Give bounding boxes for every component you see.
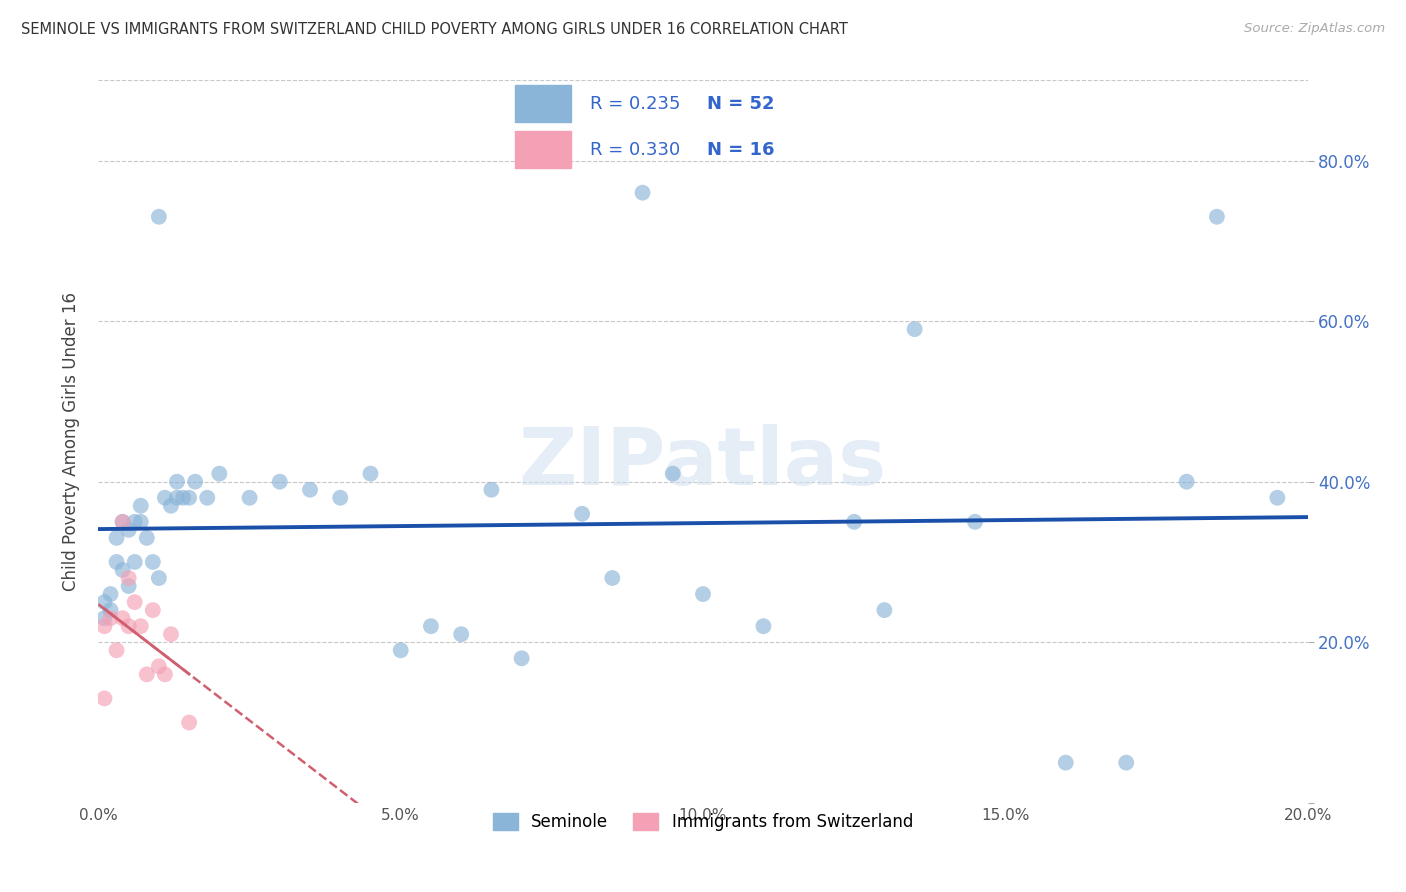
Seminole <box>602 571 624 585</box>
Seminole <box>124 515 146 529</box>
Seminole <box>904 322 927 336</box>
Seminole <box>481 483 503 497</box>
Seminole <box>124 555 146 569</box>
Seminole <box>844 515 866 529</box>
Seminole <box>1206 210 1229 224</box>
Immigrants from Switzerland <box>160 627 183 641</box>
Immigrants from Switzerland <box>148 659 170 673</box>
Seminole <box>1267 491 1289 505</box>
Text: ZIPatlas: ZIPatlas <box>519 425 887 502</box>
Seminole <box>450 627 472 641</box>
Immigrants from Switzerland <box>93 691 115 706</box>
Seminole <box>160 499 183 513</box>
Seminole <box>166 475 188 489</box>
Seminole <box>172 491 194 505</box>
Immigrants from Switzerland <box>118 619 141 633</box>
Text: N = 52: N = 52 <box>707 95 775 112</box>
Immigrants from Switzerland <box>179 715 201 730</box>
Seminole <box>661 467 683 481</box>
Y-axis label: Child Poverty Among Girls Under 16: Child Poverty Among Girls Under 16 <box>62 292 80 591</box>
Seminole <box>195 491 218 505</box>
Seminole <box>631 186 654 200</box>
Seminole <box>93 595 115 609</box>
Seminole <box>111 563 134 577</box>
Immigrants from Switzerland <box>105 643 128 657</box>
Seminole <box>148 571 170 585</box>
Seminole <box>118 579 141 593</box>
Seminole <box>142 555 165 569</box>
Immigrants from Switzerland <box>153 667 176 681</box>
Text: R = 0.330: R = 0.330 <box>589 141 681 159</box>
Immigrants from Switzerland <box>135 667 157 681</box>
Seminole <box>873 603 896 617</box>
Seminole <box>692 587 714 601</box>
Seminole <box>93 611 115 625</box>
Seminole <box>135 531 157 545</box>
Bar <box>516 131 571 168</box>
Seminole <box>420 619 443 633</box>
Seminole <box>111 515 134 529</box>
Seminole <box>118 523 141 537</box>
Seminole <box>510 651 533 665</box>
Immigrants from Switzerland <box>118 571 141 585</box>
Seminole <box>184 475 207 489</box>
Seminole <box>148 210 170 224</box>
Seminole <box>299 483 322 497</box>
Text: SEMINOLE VS IMMIGRANTS FROM SWITZERLAND CHILD POVERTY AMONG GIRLS UNDER 16 CORRE: SEMINOLE VS IMMIGRANTS FROM SWITZERLAND … <box>21 22 848 37</box>
Legend: Seminole, Immigrants from Switzerland: Seminole, Immigrants from Switzerland <box>486 806 920 838</box>
Seminole <box>269 475 291 489</box>
Immigrants from Switzerland <box>124 595 146 609</box>
Immigrants from Switzerland <box>129 619 152 633</box>
Text: R = 0.235: R = 0.235 <box>589 95 681 112</box>
Seminole <box>239 491 262 505</box>
Seminole <box>105 531 128 545</box>
Seminole <box>129 515 152 529</box>
Seminole <box>329 491 352 505</box>
Text: N = 16: N = 16 <box>707 141 775 159</box>
Bar <box>516 85 571 122</box>
Seminole <box>100 603 122 617</box>
Immigrants from Switzerland <box>93 619 115 633</box>
Seminole <box>1054 756 1077 770</box>
Seminole <box>1175 475 1198 489</box>
Seminole <box>389 643 412 657</box>
Immigrants from Switzerland <box>100 611 122 625</box>
Seminole <box>166 491 188 505</box>
Seminole <box>179 491 201 505</box>
Seminole <box>100 587 122 601</box>
Seminole <box>360 467 382 481</box>
Immigrants from Switzerland <box>111 611 134 625</box>
Immigrants from Switzerland <box>142 603 165 617</box>
Seminole <box>965 515 987 529</box>
Seminole <box>129 499 152 513</box>
Text: Source: ZipAtlas.com: Source: ZipAtlas.com <box>1244 22 1385 36</box>
Immigrants from Switzerland <box>111 515 134 529</box>
Seminole <box>153 491 176 505</box>
Seminole <box>752 619 775 633</box>
Seminole <box>1115 756 1137 770</box>
Seminole <box>105 555 128 569</box>
Seminole <box>208 467 231 481</box>
Seminole <box>571 507 593 521</box>
